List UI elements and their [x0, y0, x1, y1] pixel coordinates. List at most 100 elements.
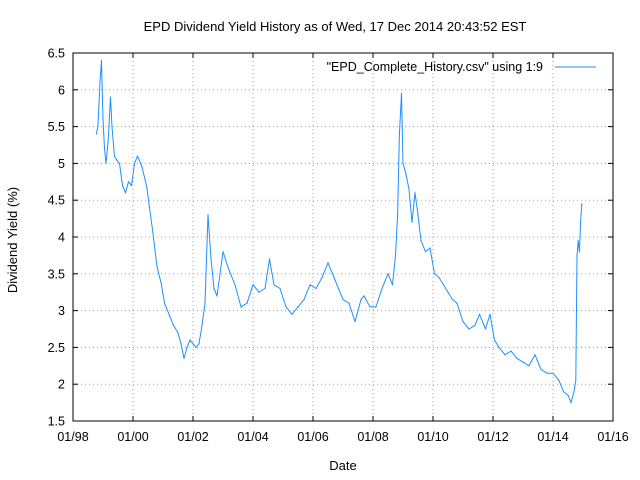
data-point: [394, 254, 397, 256]
y-tick-label: 6: [58, 83, 65, 97]
data-point: [216, 295, 218, 297]
data-point: [113, 155, 115, 157]
data-point: [411, 221, 413, 223]
data-point: [433, 273, 436, 275]
data-point: [498, 346, 500, 348]
data-point: [484, 328, 487, 330]
data-point: [468, 328, 470, 330]
data-point: [493, 339, 496, 341]
data-point: [528, 365, 530, 367]
data-point: [354, 321, 356, 323]
y-tick-label: 2: [58, 378, 65, 392]
y-tick-label: 6.5: [48, 47, 65, 61]
data-point: [534, 354, 536, 356]
data-point: [414, 192, 416, 194]
data-point: [360, 299, 362, 301]
data-point: [133, 162, 136, 164]
data-point: [576, 254, 578, 256]
data-point: [264, 287, 266, 290]
x-tick-label: 01/04: [237, 430, 268, 444]
data-point: [201, 324, 203, 326]
y-tick-label: 3.5: [48, 267, 65, 281]
series-layer: [95, 59, 583, 404]
data-point: [570, 402, 572, 404]
data-point: [180, 343, 182, 345]
data-point: [100, 59, 103, 62]
x-tick-label: 01/06: [297, 430, 328, 444]
data-point: [95, 133, 97, 135]
data-point: [567, 394, 569, 396]
x-tick-label: 01/14: [537, 430, 568, 444]
data-point: [315, 287, 317, 290]
data-point: [578, 251, 581, 253]
data-point: [489, 313, 491, 315]
data-point: [186, 346, 188, 348]
data-point: [397, 214, 399, 216]
data-point: [402, 162, 404, 164]
data-point: [111, 126, 113, 128]
data-point: [321, 276, 323, 279]
data-point: [337, 287, 340, 290]
y-tick-label: 3: [58, 304, 65, 318]
y-axis-tick-labels: 1.5 2 2.5 3 3.5 4 4.5 5 5.5 6 6.5: [48, 47, 65, 429]
data-point: [183, 357, 185, 359]
data-point: [522, 361, 524, 363]
data-point: [516, 357, 518, 359]
data-point: [240, 306, 242, 308]
data-point: [234, 284, 236, 286]
data-point: [546, 372, 548, 374]
data-point: [145, 184, 148, 187]
data-point: [342, 299, 344, 301]
data-point: [105, 162, 107, 164]
data-point: [577, 240, 579, 242]
data-point: [291, 313, 293, 315]
axis-ticks: [72, 52, 614, 422]
y-tick-label: 4.5: [48, 194, 65, 208]
x-tick-label: 01/16: [597, 430, 628, 444]
y-tick-label: 2.5: [48, 341, 65, 355]
data-point: [424, 251, 427, 253]
data-point: [420, 240, 422, 242]
y-axis-label: Dividend Yield (%): [5, 187, 20, 293]
data-point: [210, 258, 212, 260]
x-tick-label: 01/12: [477, 430, 508, 444]
data-point: [447, 291, 449, 293]
y-tick-label: 1.5: [48, 415, 65, 429]
data-point: [192, 343, 194, 345]
data-point: [285, 306, 287, 308]
data-point: [99, 81, 101, 83]
data-point: [156, 265, 158, 267]
data-point: [552, 372, 554, 374]
data-point: [107, 140, 109, 142]
data-point: [303, 299, 305, 301]
data-point: [429, 247, 431, 249]
data-point: [213, 287, 215, 290]
data-point: [400, 92, 403, 95]
data-point: [279, 287, 281, 290]
data-point: [228, 269, 230, 271]
data-point: [510, 350, 512, 352]
y-tick-label: 4: [58, 231, 65, 245]
data-point: [268, 258, 271, 260]
data-point: [504, 354, 506, 356]
x-tick-label: 01/10: [417, 430, 448, 444]
data-point: [246, 302, 248, 304]
data-point: [102, 118, 104, 120]
chart-title: EPD Dividend Yield History as of Wed, 17…: [144, 19, 527, 34]
data-point: [207, 214, 209, 216]
data-point: [297, 306, 299, 308]
data-point: [333, 276, 335, 279]
data-point: [456, 302, 458, 304]
legend-label: "EPD_Complete_History.csv" using 1:9: [327, 60, 543, 74]
x-axis-tick-labels: 01/98 01/00 01/02 01/04 01/06 01/08 01/10 01/12…: [57, 430, 628, 444]
data-point: [387, 273, 389, 275]
legend: "EPD_Complete_History.csv" using 1:9: [327, 60, 596, 74]
data-point: [348, 302, 350, 304]
data-point: [363, 295, 365, 297]
grid: [73, 53, 613, 421]
data-point: [109, 96, 112, 98]
data-point: [151, 229, 154, 231]
series-line: [95, 59, 583, 404]
data-point: [478, 313, 481, 315]
